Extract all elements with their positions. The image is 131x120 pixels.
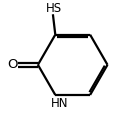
Text: O: O bbox=[7, 58, 18, 71]
Text: HN: HN bbox=[51, 97, 69, 110]
Text: HS: HS bbox=[45, 2, 62, 15]
